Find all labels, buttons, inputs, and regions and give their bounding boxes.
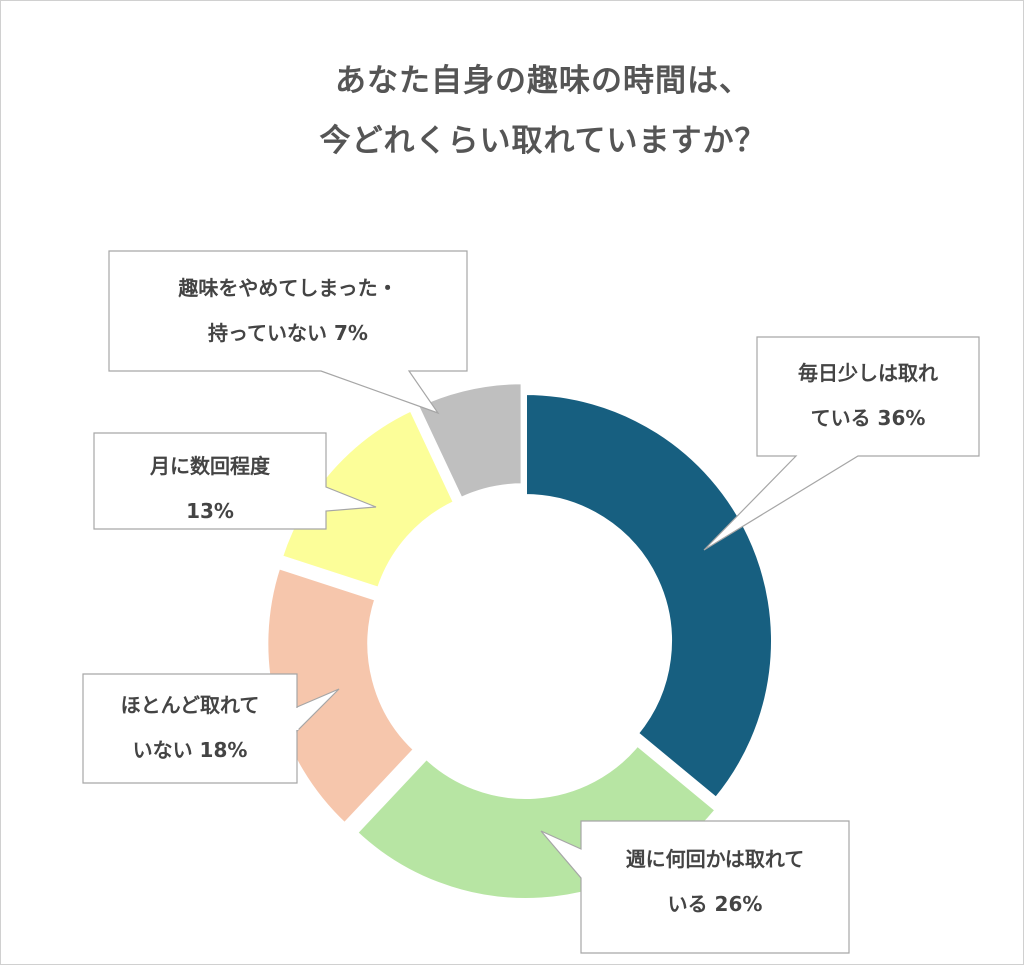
label-weekly-line-2: いる 26% (667, 892, 763, 916)
label-quit-line-2: 持っていない 7% (208, 321, 368, 345)
label-monthly-line-2: 13% (186, 499, 234, 523)
label-weekly: 週に何回かは取れて いる 26% (581, 837, 849, 927)
chart-title-line-1: あなた自身の趣味の時間は、 (335, 63, 751, 99)
chart-title-line-2: 今どれくらい取れていますか？ (319, 123, 767, 159)
callout-daily (703, 336, 980, 551)
slice-quit (414, 380, 525, 502)
callout-monthly (93, 432, 377, 530)
label-daily-line-1: 毎日少しは取れ (798, 361, 938, 385)
callout-weekly (540, 820, 850, 954)
callout-quit (108, 250, 468, 415)
label-rarely-line-2: いない 18% (132, 738, 248, 762)
chart-title: あなた自身の趣味の時間は、 今どれくらい取れていますか？ (263, 51, 823, 171)
slice-daily (523, 390, 775, 802)
label-rarely-line-1: ほとんど取れて (120, 693, 260, 717)
label-daily-line-2: ている 36% (810, 406, 926, 430)
label-rarely: ほとんど取れて いない 18% (83, 683, 297, 773)
label-daily: 毎日少しは取れ ている 36% (757, 351, 979, 441)
callout-rarely (82, 673, 298, 784)
label-weekly-line-1: 週に何回かは取れて (625, 847, 805, 871)
label-monthly-line-1: 月に数回程度 (150, 454, 270, 478)
label-quit: 趣味をやめてしまった・ 持っていない 7% (109, 266, 467, 356)
label-monthly: 月に数回程度 13% (94, 444, 326, 534)
label-quit-line-1: 趣味をやめてしまった・ (178, 276, 398, 300)
